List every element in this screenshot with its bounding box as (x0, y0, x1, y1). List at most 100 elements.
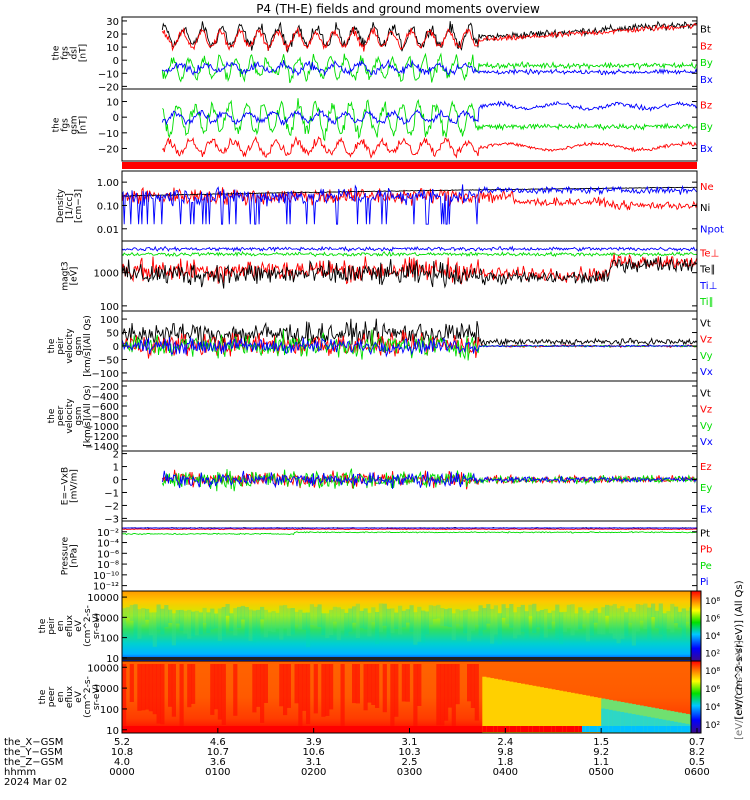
spectrogram-cell (329, 609, 334, 636)
spectrogram-cell (451, 613, 456, 641)
spectrogram-cell (482, 726, 487, 732)
spectrogram-cell (539, 726, 544, 732)
spectrogram-cell (681, 713, 686, 733)
spectrogram-cell (371, 607, 376, 623)
legend-label: Vy (700, 351, 713, 362)
y-tick-label: 100 (100, 302, 119, 313)
spectrogram-cell (513, 682, 518, 733)
spectrogram-cell (639, 715, 644, 733)
spectrogram-cell (298, 726, 303, 732)
y-axis-label: [cm−3] (74, 189, 84, 223)
y-tick-label: 100 (100, 315, 119, 326)
spectrogram-cell (647, 726, 652, 732)
spectrogram-cell (348, 608, 353, 632)
spectrogram-cell (260, 726, 265, 732)
spectrogram-cell (394, 657, 399, 660)
spectrogram-cell (171, 657, 176, 660)
y-tick-label: −100 (92, 369, 119, 380)
spectrogram-cell (256, 609, 261, 641)
spectrogram-cell (440, 657, 445, 660)
spectrogram-cell (432, 726, 437, 732)
spectrogram-cell (670, 726, 675, 732)
spectrogram-cell (252, 664, 257, 713)
spectrogram-cell (421, 610, 426, 643)
legend-label: By (700, 122, 713, 133)
spectrogram-cell (206, 612, 211, 634)
y-tick-label: −3 (104, 514, 119, 525)
spectrogram-cell (394, 664, 399, 717)
spectrogram-cell (520, 726, 525, 732)
spectrogram-cell (283, 605, 288, 629)
panel-peir-eflux: 10000 1000 100 10 the peir en eflux eV (cm^2-s-sr… (38, 590, 698, 665)
spectrogram-cell (616, 657, 621, 660)
spectrogram-cell (164, 605, 169, 627)
spectrogram-cell (593, 608, 598, 623)
spectrogram-cell (455, 664, 460, 705)
spectrogram-cell (505, 608, 510, 624)
spectrogram-cell (670, 603, 675, 633)
spectrogram-cell (329, 657, 334, 660)
spectrogram-cell (520, 604, 525, 632)
spectrogram-cell (191, 726, 196, 732)
spectrogram-cell (325, 613, 330, 638)
y-tick-label: 10 (106, 726, 119, 737)
colorbar-tick-label: 10² (705, 649, 720, 659)
spectrogram-cell (463, 657, 468, 660)
spectrogram-cell (409, 657, 414, 660)
spectrogram-cell (516, 607, 521, 635)
spectrogram-cell (559, 690, 564, 733)
spectrogram-cell (432, 657, 437, 660)
spectrogram-cell (152, 664, 157, 715)
spectrogram-cell (436, 664, 441, 726)
spectrogram-cell (685, 726, 690, 732)
spectrogram-cell (214, 613, 219, 629)
legend-label: Vt (700, 318, 711, 329)
spectrogram-cell (378, 657, 383, 660)
y-axis-label: Density (56, 188, 66, 223)
legend-label: Vx (700, 437, 713, 448)
spectrogram-cell (309, 657, 314, 660)
x-tick-label: 8.2 (689, 747, 705, 758)
spectrogram-cell (409, 726, 414, 732)
spectrogram-cell (267, 726, 272, 732)
y-tick-label: 50 (106, 329, 119, 340)
spectrogram-cell (631, 714, 636, 733)
spectrogram-cell (509, 681, 514, 733)
x-tick-label: 10.8 (111, 747, 133, 758)
spectrogram-cell (286, 657, 291, 660)
spectrogram-cell (221, 664, 226, 725)
spectrogram-cell (141, 664, 146, 711)
spectrogram-cell (252, 726, 257, 732)
spectrogram-cell (605, 726, 610, 732)
spectrogram-cell (601, 607, 606, 635)
spectrogram-cell (367, 726, 372, 732)
spectrogram-cell (639, 657, 644, 660)
spectrogram-cell (635, 726, 640, 732)
spectrogram-cell (505, 726, 510, 732)
spectrogram-cell (555, 604, 560, 639)
spectrogram-cell (447, 664, 452, 708)
y-axis-label: the (38, 689, 48, 704)
spectrogram-cell (543, 657, 548, 660)
y-tick-label: 1000 (94, 613, 119, 624)
spectrogram-cell (677, 611, 682, 628)
spectrogram-cell (294, 611, 299, 625)
spectrogram-cell (681, 657, 686, 660)
x-tick-label: 0600 (684, 767, 709, 778)
spectrogram-cell (122, 664, 127, 727)
spectrogram-cell (620, 712, 625, 733)
spectrogram-cell (252, 610, 257, 643)
spectrogram-cell (685, 610, 690, 622)
spectrogram-cell (283, 657, 288, 660)
spectrogram-cell (651, 726, 656, 732)
spectrogram-cell (624, 657, 629, 660)
spectrogram-cell (674, 726, 679, 732)
spectrogram-cell (455, 726, 460, 732)
spectrogram-cell (217, 608, 222, 641)
spectrogram-cell (674, 606, 679, 624)
spectrogram-cell (543, 608, 548, 638)
spectrogram-cell (371, 657, 376, 660)
spectrogram-cell (133, 604, 138, 639)
spectrogram-cell (233, 664, 238, 716)
spectrogram-cell (244, 657, 249, 660)
